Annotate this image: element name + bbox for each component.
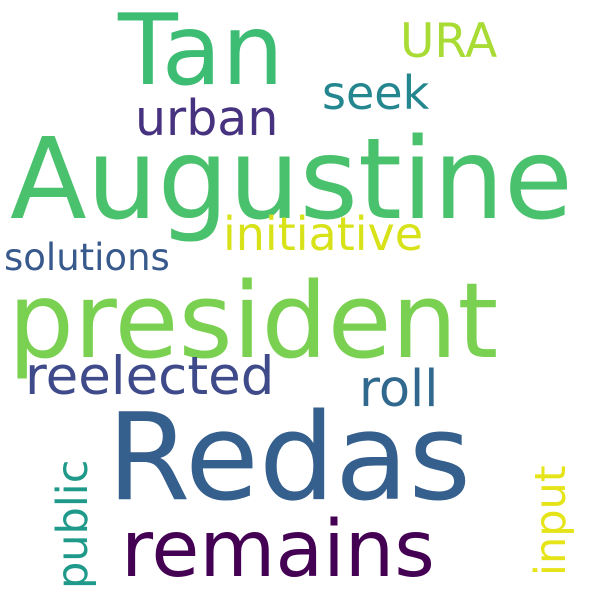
word-input: input: [526, 465, 576, 576]
word-roll: roll: [359, 360, 439, 419]
word-initiative: initiative: [223, 207, 424, 261]
word-remains: remains: [121, 505, 435, 595]
word-president: president: [8, 260, 499, 382]
word-redas: Redas: [107, 389, 472, 528]
word-reelected: reelected: [25, 346, 275, 407]
word-augustine: Augustine: [10, 115, 573, 245]
word-urban: urban: [135, 90, 279, 147]
word-solutions: solutions: [4, 236, 170, 279]
word-tan: Tan: [118, 0, 284, 108]
word-seek: seek: [322, 66, 430, 120]
word-ura: URA: [400, 14, 498, 69]
word-public: public: [48, 459, 98, 589]
